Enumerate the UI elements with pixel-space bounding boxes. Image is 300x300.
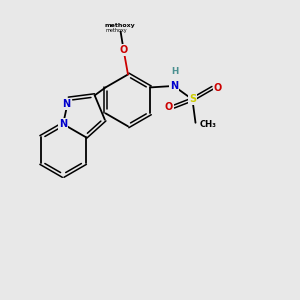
Text: O: O	[214, 83, 222, 93]
Text: methoxy: methoxy	[105, 28, 127, 33]
Text: H: H	[172, 67, 179, 76]
Text: CH₃: CH₃	[200, 120, 217, 129]
Text: methoxy: methoxy	[105, 23, 135, 28]
Text: S: S	[189, 94, 196, 104]
Text: O: O	[164, 102, 172, 112]
Text: N: N	[170, 81, 178, 91]
Text: O: O	[119, 45, 128, 55]
Text: N: N	[62, 99, 70, 109]
Text: N: N	[59, 119, 67, 129]
